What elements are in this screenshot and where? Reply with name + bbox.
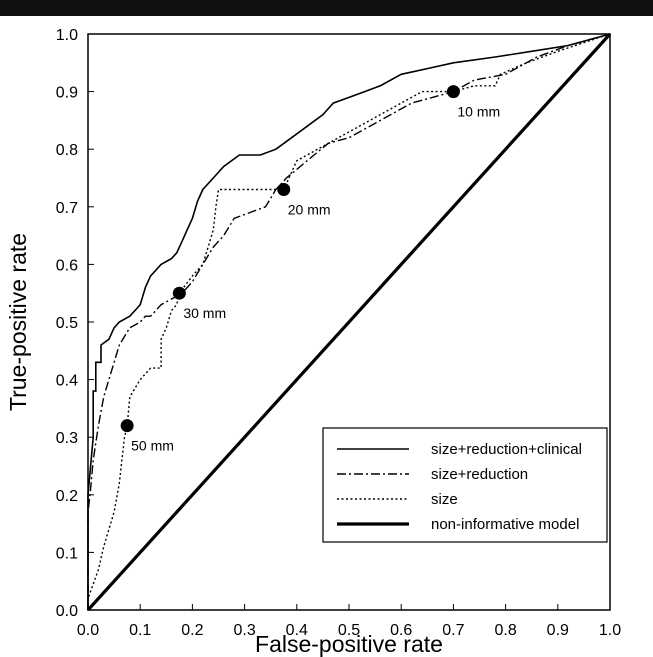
x-tick-label: 0.3 bbox=[233, 622, 255, 639]
legend-label: non-informative model bbox=[431, 516, 579, 533]
y-tick-label: 0.4 bbox=[56, 373, 78, 390]
x-tick-label: 0.7 bbox=[442, 622, 464, 639]
y-tick-label: 0.9 bbox=[56, 85, 78, 102]
legend-label: size+reduction bbox=[431, 466, 528, 483]
operating-point-marker bbox=[172, 286, 186, 300]
series-layer bbox=[86, 32, 612, 612]
series-line-0 bbox=[87, 33, 611, 610]
y-tick-label: 1.0 bbox=[56, 27, 78, 44]
y-tick-label: 0.1 bbox=[56, 545, 78, 562]
x-tick-label: 0.9 bbox=[547, 622, 569, 639]
x-tick-label: 0.1 bbox=[129, 622, 151, 639]
operating-point-marker bbox=[120, 419, 134, 433]
legend-label: size bbox=[431, 491, 458, 508]
x-tick-label: 0.4 bbox=[286, 622, 308, 639]
y-tick-label: 0.8 bbox=[56, 142, 78, 159]
annotation-layer: 10 mm 20 mm 30 mm 50 mm bbox=[120, 85, 500, 454]
series-line-3 bbox=[86, 32, 612, 612]
operating-point-label: 10 mm bbox=[457, 104, 500, 120]
x-tick-label: 0.0 bbox=[77, 622, 99, 639]
axes: 0.0 0.1 0.2 0.3 0.4 0.5 0.6 0.7 0.8 0.9 1.0 0.0 0.1 0… bbox=[56, 27, 621, 639]
operating-point-label: 30 mm bbox=[183, 305, 226, 321]
x-axis-title: False-positive rate bbox=[255, 631, 443, 657]
y-tick-label: 0.0 bbox=[56, 603, 78, 620]
x-tick-label: 1.0 bbox=[599, 622, 621, 639]
operating-point-marker bbox=[446, 85, 460, 99]
top-rule bbox=[0, 0, 653, 16]
legend-label: size+reduction+clinical bbox=[431, 441, 582, 458]
x-tick-label: 0.8 bbox=[494, 622, 516, 639]
y-tick-label: 0.7 bbox=[56, 200, 78, 217]
x-tick-label: 0.5 bbox=[338, 622, 360, 639]
series-line-1 bbox=[87, 33, 611, 610]
x-tick-label: 0.6 bbox=[390, 622, 412, 639]
y-tick-label: 0.6 bbox=[56, 257, 78, 274]
operating-point-label: 50 mm bbox=[131, 438, 174, 454]
legend: size+reduction+clinical size+reduction siz… bbox=[322, 427, 608, 543]
operating-point-marker bbox=[277, 183, 291, 197]
operating-point-label: 20 mm bbox=[288, 202, 331, 218]
y-tick-label: 0.2 bbox=[56, 488, 78, 505]
x-tick-label: 0.2 bbox=[181, 622, 203, 639]
y-tick-label: 0.5 bbox=[56, 315, 78, 332]
y-axis-title: True-positive rate bbox=[5, 233, 31, 411]
y-tick-label: 0.3 bbox=[56, 430, 78, 447]
